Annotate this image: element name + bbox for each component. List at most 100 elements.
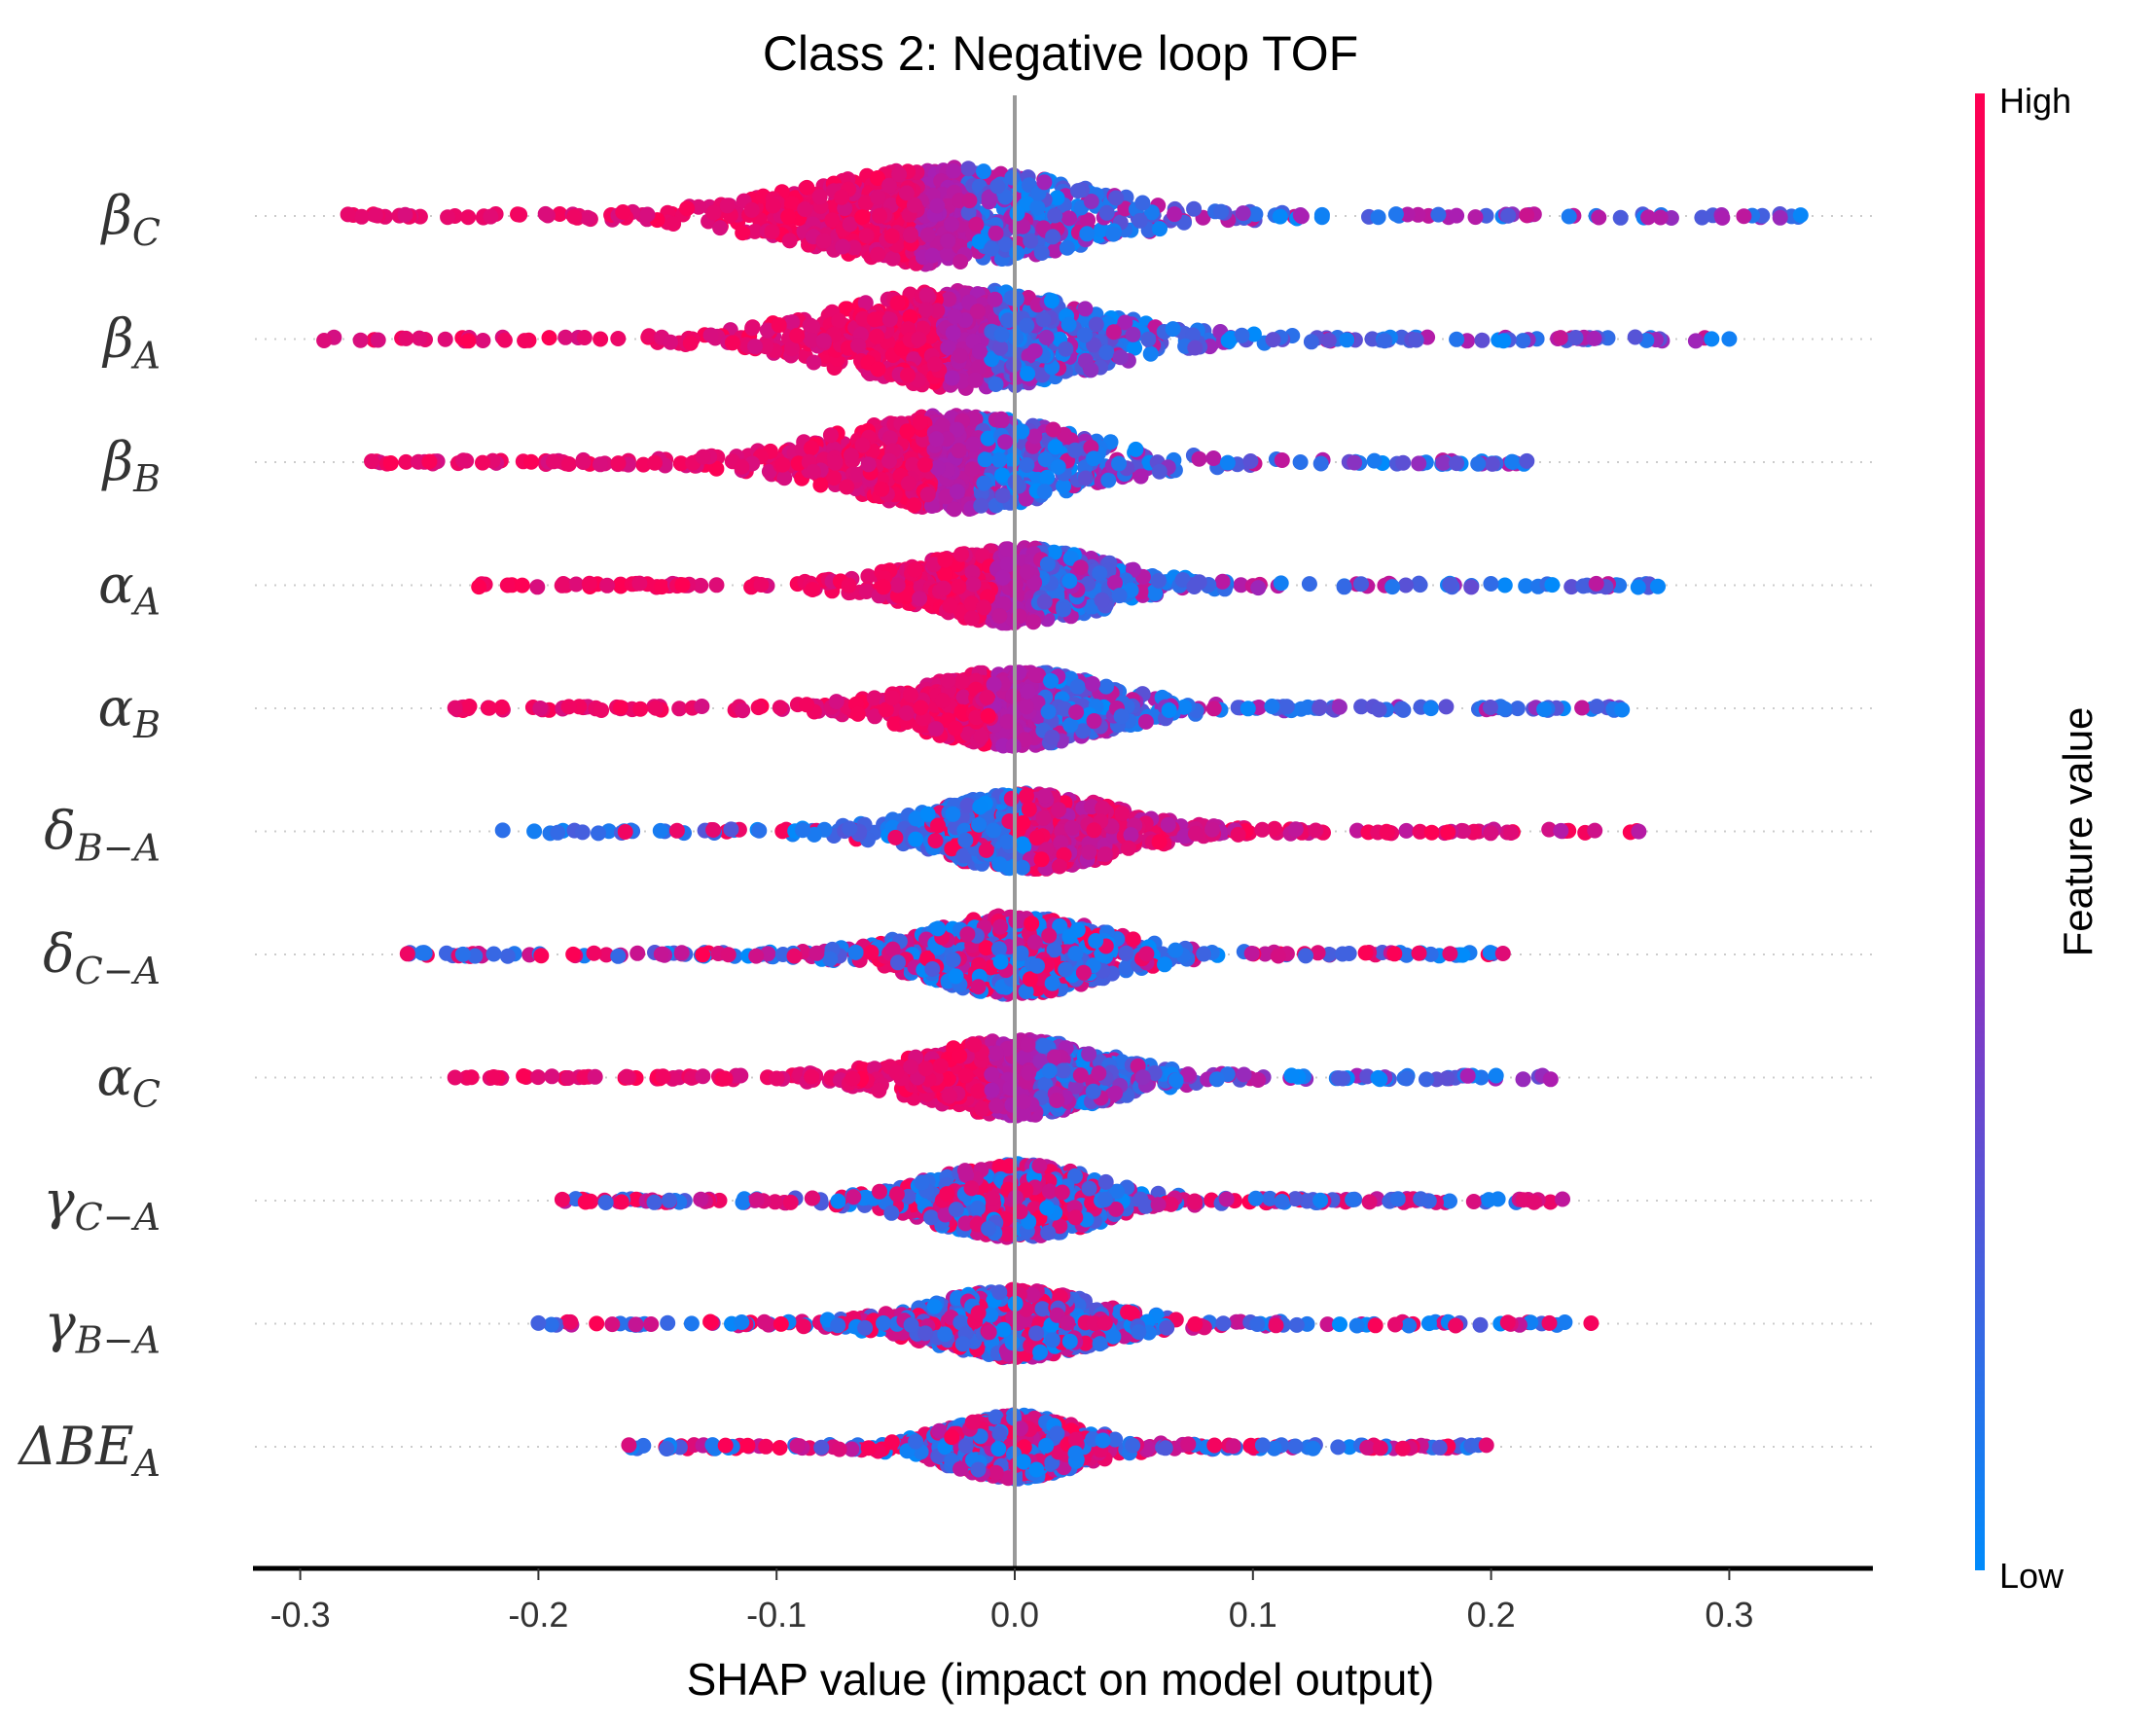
shap-dot bbox=[460, 209, 477, 226]
shap-dot bbox=[1088, 316, 1104, 333]
shap-dot bbox=[1060, 316, 1077, 333]
shap-dot bbox=[870, 246, 886, 263]
feature-label: βC bbox=[100, 185, 161, 254]
shap-dot bbox=[560, 699, 577, 715]
shap-dot bbox=[903, 687, 918, 703]
shap-dot bbox=[850, 338, 867, 353]
shap-dot bbox=[316, 333, 333, 348]
feature-row: αA bbox=[98, 540, 1873, 631]
shap-dot bbox=[1588, 575, 1604, 592]
shap-dot bbox=[937, 552, 953, 568]
shap-dot bbox=[1463, 579, 1480, 595]
shap-dot bbox=[554, 577, 570, 593]
shap-dot bbox=[1128, 441, 1144, 457]
shap-dot bbox=[965, 576, 982, 593]
shap-dot bbox=[593, 456, 608, 473]
shap-dot bbox=[599, 577, 616, 593]
shap-dot bbox=[1117, 200, 1133, 217]
shap-dot bbox=[919, 486, 936, 503]
shap-dot bbox=[654, 579, 670, 595]
shap-dot bbox=[734, 458, 750, 475]
shap-dot bbox=[475, 333, 491, 348]
shap-dot bbox=[1019, 317, 1035, 334]
shap-dot bbox=[1235, 205, 1251, 222]
shap-dot bbox=[913, 700, 929, 716]
shap-dot bbox=[1496, 577, 1513, 593]
shap-dot bbox=[874, 481, 890, 497]
shap-dot bbox=[839, 479, 855, 495]
shap-dot bbox=[976, 163, 991, 180]
shap-dot bbox=[461, 699, 478, 714]
shap-dot bbox=[898, 704, 915, 721]
shap-dot bbox=[552, 206, 568, 222]
shap-dot bbox=[911, 331, 927, 347]
shap-dot bbox=[870, 361, 886, 378]
shap-dot bbox=[1113, 708, 1130, 725]
shap-dot bbox=[946, 162, 962, 179]
shap-dot bbox=[1127, 340, 1143, 356]
shap-dot bbox=[1536, 701, 1553, 718]
shap-dot bbox=[994, 487, 1011, 504]
shap-dot bbox=[834, 189, 850, 205]
shap-dot bbox=[1026, 342, 1043, 359]
shap-dot bbox=[1049, 190, 1065, 206]
shap-dot bbox=[1094, 592, 1110, 608]
shap-dot bbox=[1036, 593, 1053, 610]
shap-dot bbox=[1038, 329, 1055, 345]
shap-dot bbox=[1213, 203, 1230, 220]
shap-dot bbox=[1134, 195, 1151, 211]
shap-dot bbox=[1072, 559, 1089, 576]
shap-dot bbox=[523, 453, 539, 470]
shap-dot bbox=[368, 207, 383, 224]
shap-dot bbox=[1058, 341, 1074, 357]
shap-dot bbox=[942, 597, 958, 614]
shap-dot bbox=[946, 501, 962, 518]
shap-dot bbox=[747, 339, 763, 354]
feature-row: βC bbox=[100, 160, 1873, 272]
shap-dot bbox=[1111, 455, 1127, 472]
shap-dot bbox=[1056, 601, 1072, 618]
shap-dot bbox=[631, 575, 648, 592]
shap-dot bbox=[857, 295, 874, 311]
shap-dot bbox=[928, 431, 945, 448]
feature-label: αA bbox=[98, 555, 161, 624]
shap-dot bbox=[1467, 209, 1484, 226]
shap-dot bbox=[997, 236, 1014, 253]
shap-dot bbox=[1449, 331, 1465, 347]
shap-dot bbox=[799, 179, 815, 196]
shap-dot bbox=[1393, 701, 1410, 717]
shap-dot bbox=[804, 332, 820, 348]
shap-dot bbox=[1105, 226, 1122, 242]
shap-dot bbox=[632, 701, 649, 717]
shap-dot bbox=[1574, 700, 1591, 716]
shap-dot bbox=[934, 693, 951, 708]
shap-dot bbox=[1234, 327, 1250, 343]
shap-dot bbox=[1398, 822, 1415, 839]
shap-dot bbox=[1036, 174, 1053, 191]
shap-dot bbox=[961, 193, 978, 209]
shap-dot bbox=[771, 317, 787, 334]
shap-dot bbox=[772, 700, 788, 716]
shap-dot bbox=[460, 333, 477, 349]
shap-dot bbox=[665, 216, 682, 232]
shap-dot bbox=[1036, 484, 1053, 500]
shap-dot bbox=[1140, 331, 1157, 347]
shap-dot bbox=[774, 456, 791, 473]
shap-dot bbox=[353, 208, 370, 225]
shap-dot bbox=[370, 332, 386, 348]
shap-dot bbox=[1561, 208, 1577, 225]
shap-dot bbox=[743, 201, 760, 218]
shap-dot bbox=[1736, 208, 1752, 225]
shap-dot bbox=[963, 610, 980, 627]
shap-dot bbox=[1167, 206, 1183, 223]
shap-dot bbox=[1353, 576, 1369, 593]
shap-dot bbox=[1587, 822, 1603, 839]
shap-dot bbox=[541, 330, 557, 346]
shap-dot bbox=[708, 577, 725, 593]
shap-dot bbox=[803, 440, 819, 456]
shap-dot bbox=[576, 330, 593, 345]
shap-dot bbox=[1152, 221, 1168, 237]
shap-dot bbox=[971, 234, 988, 250]
shap-dot bbox=[735, 702, 751, 719]
shap-dot bbox=[784, 196, 800, 212]
